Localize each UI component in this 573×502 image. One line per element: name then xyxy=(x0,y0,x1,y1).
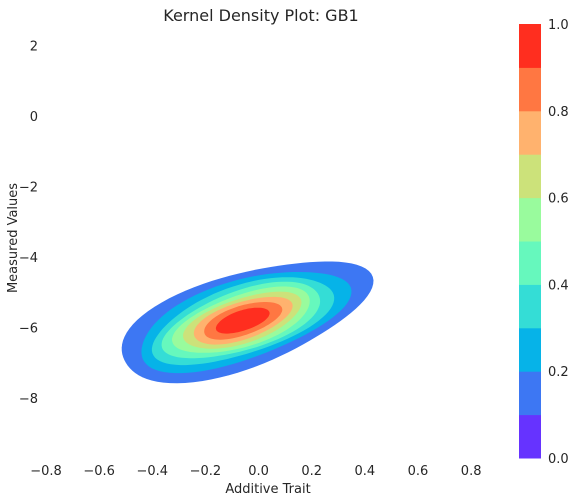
colorbar-ticks: 0.0 0.2 0.4 0.6 0.8 1.0 xyxy=(548,18,569,467)
colorbar-tick-label: 0.8 xyxy=(548,105,569,120)
colorbar-segment xyxy=(519,67,541,112)
colorbar-segment xyxy=(519,371,541,416)
x-axis-label: Additive Trait xyxy=(225,482,310,497)
x-tick-label: 0.2 xyxy=(301,464,322,479)
colorbar-segment xyxy=(519,284,541,329)
y-axis-label: Measured Values xyxy=(6,183,21,293)
y-tick-label: −2 xyxy=(19,181,38,196)
colorbar-tick-label: 0.4 xyxy=(548,278,569,293)
colorbar-segment xyxy=(519,414,541,459)
x-tick-label: 0.8 xyxy=(461,464,482,479)
y-tick-label: 0 xyxy=(30,110,38,125)
x-axis-ticks: −0.8 −0.6 −0.4 −0.2 0.0 0.2 0.4 0.6 0.8 xyxy=(30,464,481,479)
density-contour-band xyxy=(215,307,270,334)
x-tick-label: −0.4 xyxy=(136,464,168,479)
colorbar-segment xyxy=(519,24,541,68)
chart-title: Kernel Density Plot: GB1 xyxy=(163,6,358,25)
colorbar-segment xyxy=(519,110,541,155)
colorbar-segment xyxy=(519,154,541,199)
x-tick-label: 0.6 xyxy=(408,464,429,479)
x-tick-label: 0.4 xyxy=(355,464,376,479)
colorbar-segment xyxy=(519,197,541,242)
y-tick-label: −4 xyxy=(19,251,38,266)
plot-area xyxy=(121,261,374,384)
colorbar xyxy=(519,24,541,459)
colorbar-tick-label: 0.0 xyxy=(548,452,569,467)
x-tick-label: −0.8 xyxy=(30,464,62,479)
y-tick-label: 2 xyxy=(30,40,38,55)
colorbar-segment xyxy=(519,327,541,372)
y-axis-ticks: 2 0 −2 −4 −6 −8 xyxy=(19,40,38,407)
colorbar-segment xyxy=(519,241,541,285)
colorbar-tick-label: 0.2 xyxy=(548,365,569,380)
x-tick-label: 0.0 xyxy=(248,464,269,479)
colorbar-tick-label: 1.0 xyxy=(548,18,569,33)
y-tick-label: −6 xyxy=(19,322,38,337)
y-tick-label: −8 xyxy=(19,392,38,407)
x-tick-label: −0.2 xyxy=(190,464,222,479)
x-tick-label: −0.6 xyxy=(83,464,115,479)
colorbar-tick-label: 0.6 xyxy=(548,192,569,207)
